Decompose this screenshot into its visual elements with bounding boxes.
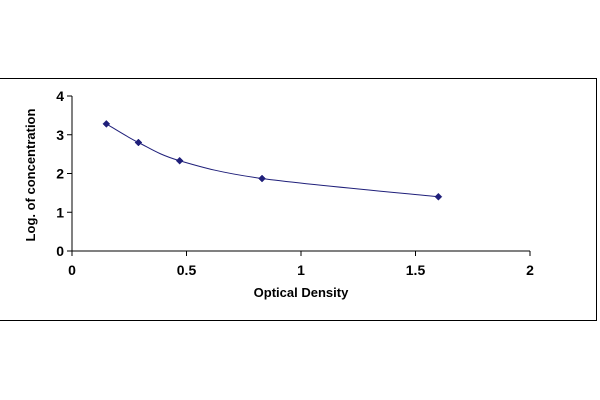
data-point (102, 120, 111, 128)
data-point (134, 138, 143, 147)
points-layer (102, 120, 443, 201)
curve-layer (106, 123, 439, 198)
y-tick-label: 4 (56, 88, 64, 104)
x-tick-label: 0 (68, 262, 76, 278)
series-line (106, 123, 439, 198)
y-tick-label: 0 (56, 243, 64, 259)
data-point (258, 174, 266, 183)
x-tick-label: 0.5 (177, 262, 197, 278)
data-point (175, 156, 184, 165)
x-tick-label: 2 (526, 262, 534, 278)
y-axis-title: Log. of concentration (23, 109, 38, 242)
y-tick-label: 2 (56, 166, 64, 182)
chart-frame (0, 78, 597, 321)
x-tick-label: 1.5 (406, 262, 426, 278)
y-tick-label: 1 (56, 204, 64, 220)
y-tick-labels: 0 1 2 3 4 (56, 88, 64, 259)
axes (67, 95, 531, 256)
x-tick-labels: 0 0.5 1 1.5 2 (68, 262, 534, 278)
x-axis-title: Optical Density (254, 285, 349, 300)
x-tick-label: 1 (297, 262, 305, 278)
y-tick-label: 3 (56, 127, 64, 143)
data-point (434, 192, 443, 201)
